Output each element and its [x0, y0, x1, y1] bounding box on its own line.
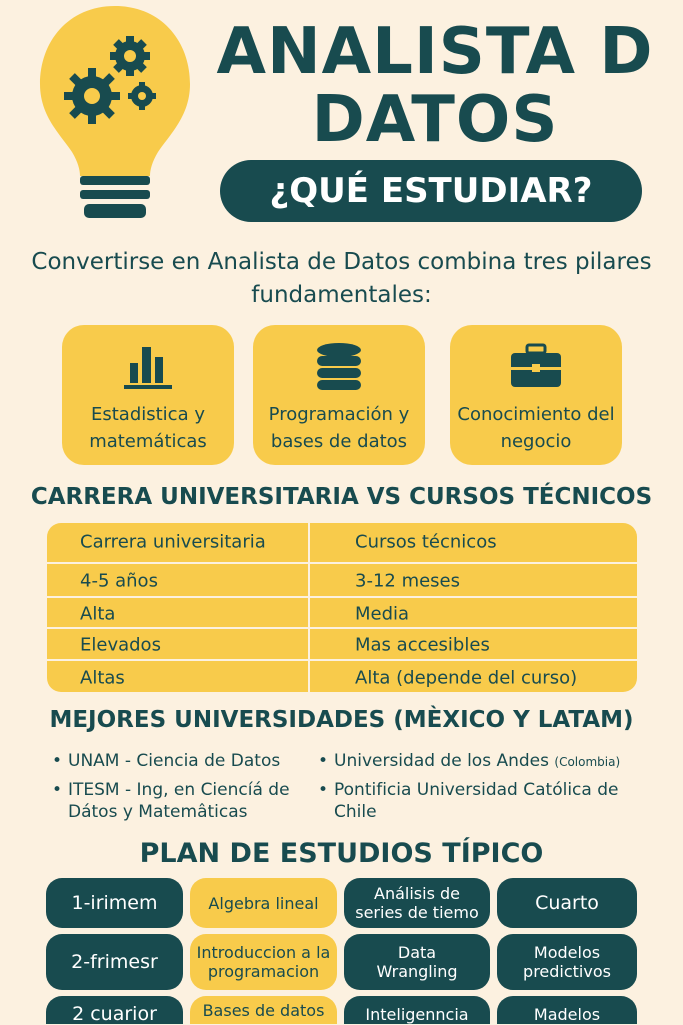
university-name: Universidad de los Andes [334, 751, 549, 771]
title-line: DATOS [311, 83, 559, 157]
lightbulb-icon [40, 6, 190, 218]
pillar-card: Programación y bases de datos [253, 325, 425, 465]
plan-cell: 1-irimem [46, 878, 183, 928]
pillar-card: Estadistica y matemáticas [62, 325, 234, 465]
cell: Media [355, 603, 410, 624]
cell: Mas accesibles [355, 634, 490, 656]
comparison-table: Carrera universitaria Cursos técnicos 4-5… [47, 523, 637, 692]
column-divider [308, 523, 310, 692]
title-line: ANALISTA D [216, 15, 654, 89]
plan-cell: Inteligenncia [344, 996, 490, 1024]
university-item: Pontificia Universidad Católica de Chile [318, 779, 664, 823]
pillar-card: Conocimiento del negocio [450, 325, 622, 465]
briefcase-icon [511, 343, 561, 387]
plan-cell: Cuarto [497, 878, 637, 928]
university-name: Pontificia Universidad Católica de Chile [334, 780, 619, 822]
cell: 4-5 años [80, 570, 158, 591]
plan-cell: Madelos [497, 996, 637, 1024]
plan-cell: Algebra lineal [190, 878, 337, 928]
cell: Carrera universitaria [80, 531, 266, 552]
university-item: UNAM - Ciencia de Datos [52, 750, 313, 772]
plan-cell: Introduccion a la programacion [190, 934, 337, 990]
table-row: Alta Media [47, 596, 637, 629]
plan-cell: 2 cuarior [46, 996, 183, 1024]
table-row: Altas Alta (depende del curso) [47, 659, 637, 692]
university-note: (Colombia) [554, 755, 621, 769]
section-heading: PLAN DE ESTUDIOS TÍPICO [139, 838, 544, 869]
cell: Altas [80, 667, 125, 688]
plan-cell: Bases de datos [190, 996, 337, 1024]
subtitle: ¿QUÉ ESTUDIAR? [220, 160, 642, 222]
cell: 3-12 meses [355, 570, 461, 591]
university-item: ITESM - Ing, en Ciencíá de Dátos y Matem… [52, 779, 308, 823]
table-row: Elevados Mas accesibles [47, 627, 637, 661]
cell: Elevados [80, 634, 161, 656]
section-heading: CARRERA UNIVERSITARIA VS CURSOS TÉCNICOS [30, 484, 653, 510]
pillar-label: Conocimiento del negocio [457, 404, 615, 452]
pillar-label: Estadistica y matemáticas [89, 404, 207, 452]
chart-icon [124, 347, 172, 389]
plan-cell: Análisis de series de tiemo [344, 878, 490, 928]
plan-cell: 2-frimesr [46, 934, 183, 990]
cell: Cursos técnicos [355, 531, 497, 552]
cell: Alta (depende del curso) [355, 667, 578, 688]
table-row: Carrera universitaria Cursos técnicos [47, 523, 637, 562]
university-name: ITESM - Ing, en Ciencíá de Dátos y Matem… [68, 780, 290, 822]
university-name: UNAM - Ciencia de Datos [68, 751, 281, 771]
cell: Alta [80, 603, 116, 624]
intro-text: Convertirse en Analista de Datos combina… [31, 249, 652, 308]
database-icon [317, 343, 361, 390]
table-row: 4-5 años 3-12 meses [47, 562, 637, 597]
plan-cell: Data Wrangling [344, 934, 490, 990]
university-item: Universidad de los Andes (Colombia) [318, 750, 674, 773]
pillar-label: Programación y bases de datos [268, 404, 410, 452]
plan-cell: Modelos predictivos [497, 934, 637, 990]
section-heading: MEJORES UNIVERSIDADES (MÈXICO Y LATAM) [49, 707, 634, 733]
